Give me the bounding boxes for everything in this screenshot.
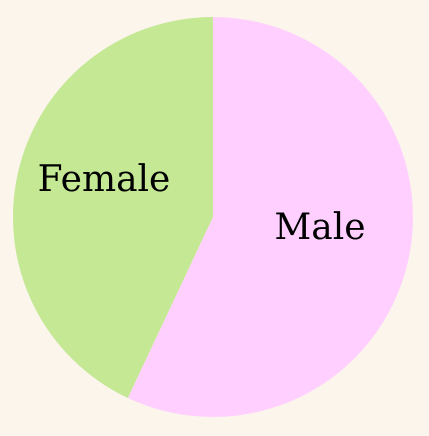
pie-slices: [12, 17, 413, 417]
pie-label-male: Male: [274, 207, 365, 248]
pie-slice-female: [12, 17, 214, 398]
pie-label-female: Female: [38, 159, 171, 200]
pie-slice-male: [127, 17, 413, 417]
pie-labels: Male Female: [38, 159, 366, 248]
